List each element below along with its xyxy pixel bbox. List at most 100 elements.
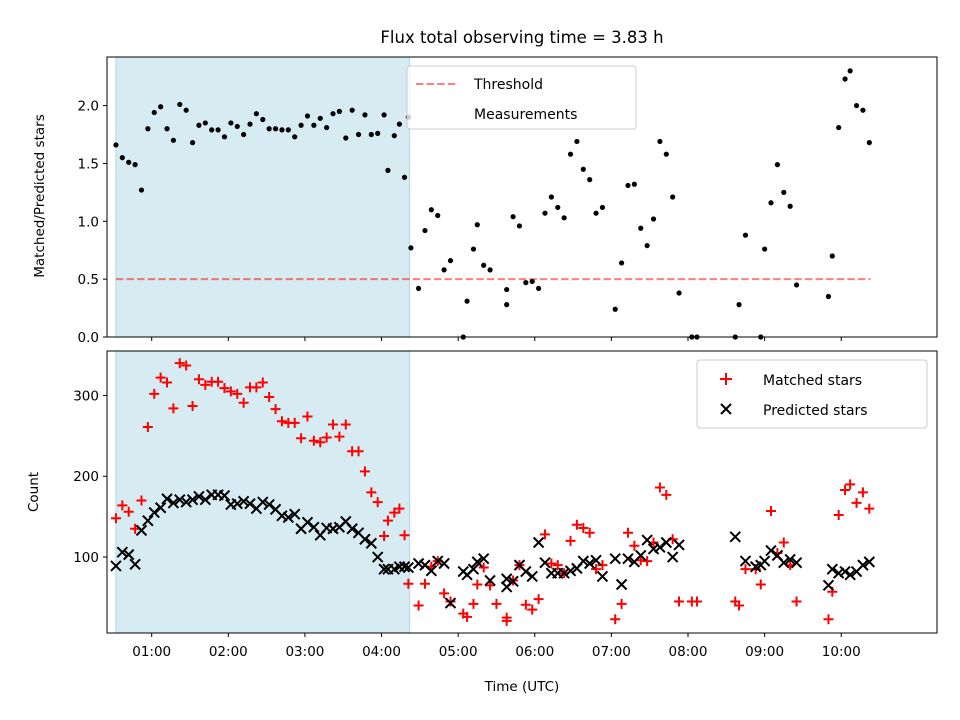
matched-star-point (123, 506, 134, 517)
measurement-point (650, 216, 657, 222)
matched-star-point (238, 397, 249, 408)
matched-star-point (110, 513, 121, 524)
predicted-star-point (129, 558, 141, 571)
matched-star-point (200, 379, 211, 390)
measurement-point (676, 290, 682, 296)
measurement-point (145, 126, 151, 132)
predicted-star-point (123, 548, 135, 561)
predicted-star-point (666, 551, 679, 563)
measurement-point (504, 286, 510, 293)
matched-star-point (439, 588, 450, 599)
measurement-point (266, 126, 272, 132)
predicted-star-point (402, 561, 415, 574)
measurement-point (631, 181, 637, 187)
bottom-x-tick-label: 06:00 (515, 644, 554, 660)
measurement-point (670, 194, 676, 200)
predicted-star-point (826, 563, 838, 575)
top-y-axis-label: Matched/Predicted stars (32, 114, 48, 277)
predicted-star-point (844, 569, 856, 581)
measurement-point (381, 112, 387, 118)
predicted-star-point (289, 508, 301, 520)
matched-star-point (413, 600, 424, 611)
predicted-star-point (635, 549, 647, 562)
matched-star-point (778, 537, 789, 548)
predicted-star-point (244, 498, 256, 510)
predicted-star-point (444, 597, 457, 609)
measurement-point (138, 187, 145, 193)
matched-star-point (597, 560, 608, 571)
matched-star-point (485, 580, 496, 591)
matched-star-point (823, 614, 834, 625)
predicted-star-point (857, 559, 869, 571)
measurement-point (209, 127, 215, 133)
predicted-star-point (839, 565, 851, 578)
top-shaded-span (115, 56, 411, 338)
matched-star-point (527, 604, 538, 615)
measurement-point (362, 112, 368, 118)
matched-star-point (674, 596, 685, 607)
matched-star-point (117, 500, 128, 511)
bottom-x-tick-label: 09:00 (745, 644, 784, 660)
matched-star-point (642, 556, 653, 567)
bottom-panel: 100 200 300 01:00 02:00 03:00 04:00 05:00 06:00… (26, 350, 938, 695)
measurement-point (768, 200, 774, 206)
predicted-star-point (346, 523, 358, 535)
predicted-star-point (673, 539, 685, 551)
matched-star-point (533, 594, 544, 605)
measurement-point (401, 174, 408, 180)
top-legend-box (406, 65, 637, 130)
measurement-point (657, 138, 663, 145)
predicted-star-point (231, 498, 243, 510)
matched-star-point (571, 519, 582, 530)
measurement-point (774, 162, 780, 168)
measurement-point (504, 302, 510, 308)
predicted-star-point (583, 557, 596, 570)
predicted-star-point (590, 554, 602, 566)
top-y-tick-label: 1.5 (78, 156, 99, 172)
measurement-point (132, 162, 138, 168)
legend-threshold-label: Threshold (473, 77, 543, 93)
measurement-point (523, 280, 529, 286)
top-x-ticks (151, 337, 842, 341)
bottom-x-tick-label: 01:00 (132, 644, 171, 660)
predicted-star-point (477, 552, 490, 565)
predicted-star-point (263, 498, 275, 511)
chart-title: Flux total observing time = 3.83 h (380, 28, 663, 47)
predicted-star-point (739, 555, 752, 567)
matched-star-point (578, 522, 589, 533)
matched-star-point (472, 579, 483, 590)
measurement-point (866, 140, 872, 146)
matched-star-point (225, 386, 236, 397)
measurement-point (151, 109, 157, 116)
bottom-axes-frame (106, 350, 938, 634)
predicted-star-point (438, 557, 450, 570)
predicted-star-point (471, 556, 484, 568)
predicted-star-point (180, 496, 192, 508)
measurement-point (396, 121, 403, 127)
measurement-point (385, 167, 391, 173)
matched-star-point (584, 527, 595, 538)
measurement-point (234, 123, 240, 130)
bottom-legend-box (696, 359, 928, 429)
predicted-star-point (564, 565, 577, 577)
measurement-point (860, 107, 866, 113)
legend-predicted-marker (720, 403, 732, 415)
predicted-star-point (393, 561, 406, 573)
bottom-x-tick-label: 04:00 (362, 644, 401, 660)
predicted-stars-points (110, 489, 876, 609)
matched-star-point (851, 497, 862, 508)
measurement-point (793, 282, 800, 288)
measurement-point (158, 104, 164, 110)
predicted-star-point (218, 489, 231, 502)
predicted-star-point (641, 534, 653, 546)
matched-star-point (302, 411, 313, 422)
predicted-star-point (193, 490, 205, 503)
matched-star-point (394, 503, 405, 514)
matched-star-point (142, 421, 153, 432)
measurement-point (574, 138, 580, 145)
top-y-tick-label: 1.0 (78, 214, 99, 230)
measurement-point (842, 76, 848, 82)
matched-star-point (174, 358, 185, 369)
predicted-star-point (765, 544, 777, 557)
measurement-point (481, 262, 487, 268)
